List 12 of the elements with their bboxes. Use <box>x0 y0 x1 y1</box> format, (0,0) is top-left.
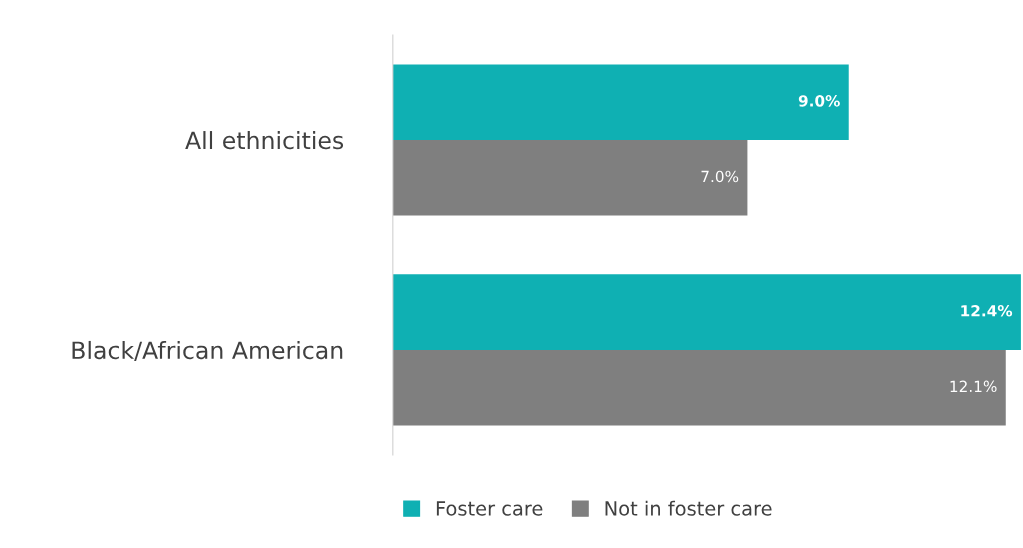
y-tick-label: Black/African American <box>72 340 343 362</box>
data-label: 12.1% <box>950 380 997 393</box>
bar <box>392 140 748 216</box>
bar <box>392 274 1021 350</box>
legend-label: Foster care <box>436 501 543 516</box>
bar <box>392 64 849 141</box>
bar <box>392 349 1006 426</box>
y-tick-label: All ethnicities <box>185 131 344 150</box>
data-label: 12.4% <box>961 305 1013 317</box>
legend-label: Not in foster care <box>605 500 772 516</box>
data-label: 7.0% <box>701 170 739 183</box>
data-label: 9.0% <box>798 95 840 107</box>
